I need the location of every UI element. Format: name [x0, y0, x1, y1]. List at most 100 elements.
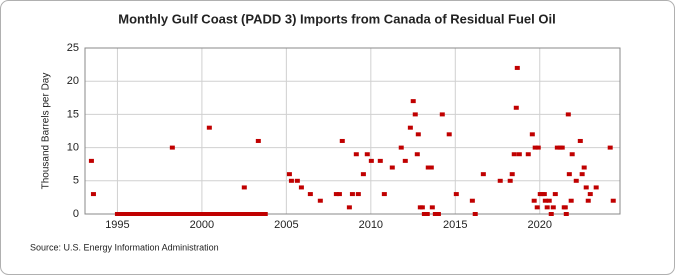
point	[583, 185, 589, 190]
point	[339, 138, 345, 143]
point	[507, 178, 513, 183]
point	[535, 145, 541, 150]
point	[298, 185, 304, 190]
point	[610, 198, 616, 203]
point	[377, 158, 383, 163]
y-tick-label: 5	[73, 175, 79, 187]
point	[415, 132, 421, 137]
point	[541, 192, 547, 197]
point	[258, 212, 264, 216]
point	[435, 212, 441, 216]
y-tick-label: 0	[73, 208, 79, 220]
point	[254, 212, 260, 216]
point	[509, 172, 515, 177]
point	[228, 212, 234, 216]
point	[577, 138, 583, 143]
point	[424, 212, 430, 216]
point	[237, 212, 243, 216]
point	[157, 212, 163, 216]
point	[178, 212, 184, 216]
point	[169, 212, 175, 216]
y-tick-label: 25	[67, 42, 79, 54]
point	[161, 212, 167, 216]
point	[212, 212, 218, 216]
point	[207, 212, 213, 216]
point	[148, 212, 154, 216]
point	[544, 205, 550, 210]
plot-border	[84, 47, 621, 215]
point	[245, 212, 251, 216]
x-tick-label: 2005	[274, 219, 298, 231]
point	[368, 158, 374, 163]
point	[286, 172, 292, 177]
point	[241, 212, 247, 216]
point	[546, 198, 552, 203]
point	[532, 145, 538, 150]
point	[182, 212, 188, 216]
point	[206, 125, 212, 130]
point	[579, 172, 585, 177]
x-tick-label: 2020	[528, 219, 552, 231]
point	[131, 212, 137, 216]
point	[224, 212, 230, 216]
point	[123, 212, 129, 216]
point	[195, 212, 201, 216]
point	[220, 212, 226, 216]
point	[554, 145, 560, 150]
point	[389, 165, 395, 170]
point	[453, 192, 459, 197]
point	[114, 212, 120, 216]
point	[90, 192, 96, 197]
point	[294, 178, 300, 183]
point	[250, 212, 256, 216]
point	[516, 152, 522, 157]
source-note: Source: U.S. Energy Information Administ…	[30, 242, 219, 252]
point	[262, 212, 268, 216]
point	[317, 198, 323, 203]
point	[190, 212, 196, 216]
point	[432, 212, 438, 216]
y-axis-label: Thousand Barrels per Day	[41, 73, 52, 190]
point	[568, 198, 574, 203]
point	[472, 212, 478, 216]
x-tick-label: 2015	[443, 219, 467, 231]
point	[241, 185, 247, 190]
point	[531, 198, 537, 203]
point	[307, 192, 313, 197]
point	[534, 205, 540, 210]
point	[562, 205, 568, 210]
point	[186, 212, 192, 216]
point	[336, 192, 342, 197]
y-tick-label: 15	[67, 108, 79, 120]
point	[563, 212, 569, 216]
point	[587, 192, 593, 197]
point	[525, 152, 531, 157]
point	[511, 152, 517, 157]
point	[410, 99, 416, 104]
point	[407, 125, 413, 130]
point	[349, 192, 355, 197]
point	[573, 178, 579, 183]
point	[216, 212, 222, 216]
point	[569, 152, 575, 157]
point	[152, 212, 158, 216]
x-tick-label: 2000	[190, 219, 214, 231]
point	[513, 105, 519, 110]
point	[446, 132, 452, 137]
x-tick-label: 2010	[359, 219, 383, 231]
point	[174, 212, 180, 216]
point	[566, 172, 572, 177]
point	[585, 198, 591, 203]
point	[402, 158, 408, 163]
point	[199, 212, 205, 216]
point	[169, 145, 175, 150]
point	[425, 165, 431, 170]
point	[514, 65, 520, 70]
point	[429, 205, 435, 210]
point	[119, 212, 125, 216]
y-tick-label: 20	[67, 75, 79, 87]
point	[559, 145, 565, 150]
point	[593, 185, 599, 190]
point	[233, 212, 239, 216]
point	[414, 152, 420, 157]
